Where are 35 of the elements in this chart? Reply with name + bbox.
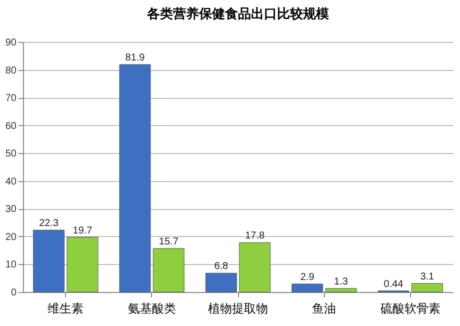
chart-title: 各类营养保健食品出口比较规模 [146, 6, 329, 22]
x-tick-label: 维生素 [48, 302, 84, 316]
data-label: 81.9 [125, 52, 146, 64]
data-label: 2.9 [300, 272, 315, 283]
bar [411, 283, 443, 292]
data-label: 6.8 [214, 261, 229, 272]
bar [292, 284, 324, 292]
data-label: 15.7 [158, 236, 179, 248]
bar [66, 237, 98, 292]
x-tick-label: 硫酸软骨素 [380, 302, 440, 316]
bar [152, 248, 184, 292]
y-tick-label: 90 [5, 38, 17, 48]
data-label: 22.3 [39, 218, 59, 230]
y-tick-label: 60 [5, 120, 17, 132]
x-tick-label: 植物提取物 [208, 302, 268, 316]
y-tick-label: 30 [5, 204, 17, 216]
y-tick-label: 50 [5, 148, 17, 160]
y-tick-label: 10 [5, 260, 17, 271]
y-tick-label: 40 [5, 176, 17, 188]
y-tick-label: 20 [5, 232, 17, 243]
data-label: 19.7 [72, 225, 93, 236]
x-tick-label: 氨基酸类 [128, 302, 176, 316]
data-label: 17.8 [245, 230, 265, 242]
y-tick-label: 0 [10, 288, 17, 298]
data-label: 0.44 [384, 278, 404, 290]
bar [33, 230, 65, 292]
bar [205, 272, 237, 292]
y-tick-label: 80 [5, 65, 17, 76]
bar [325, 288, 357, 292]
x-tick-label: 鱼油 [312, 302, 336, 316]
data-label: 1.3 [334, 276, 348, 288]
data-label: 3.1 [420, 271, 435, 282]
bar [239, 242, 271, 292]
y-tick-label: 70 [5, 93, 17, 104]
bar [119, 64, 151, 292]
